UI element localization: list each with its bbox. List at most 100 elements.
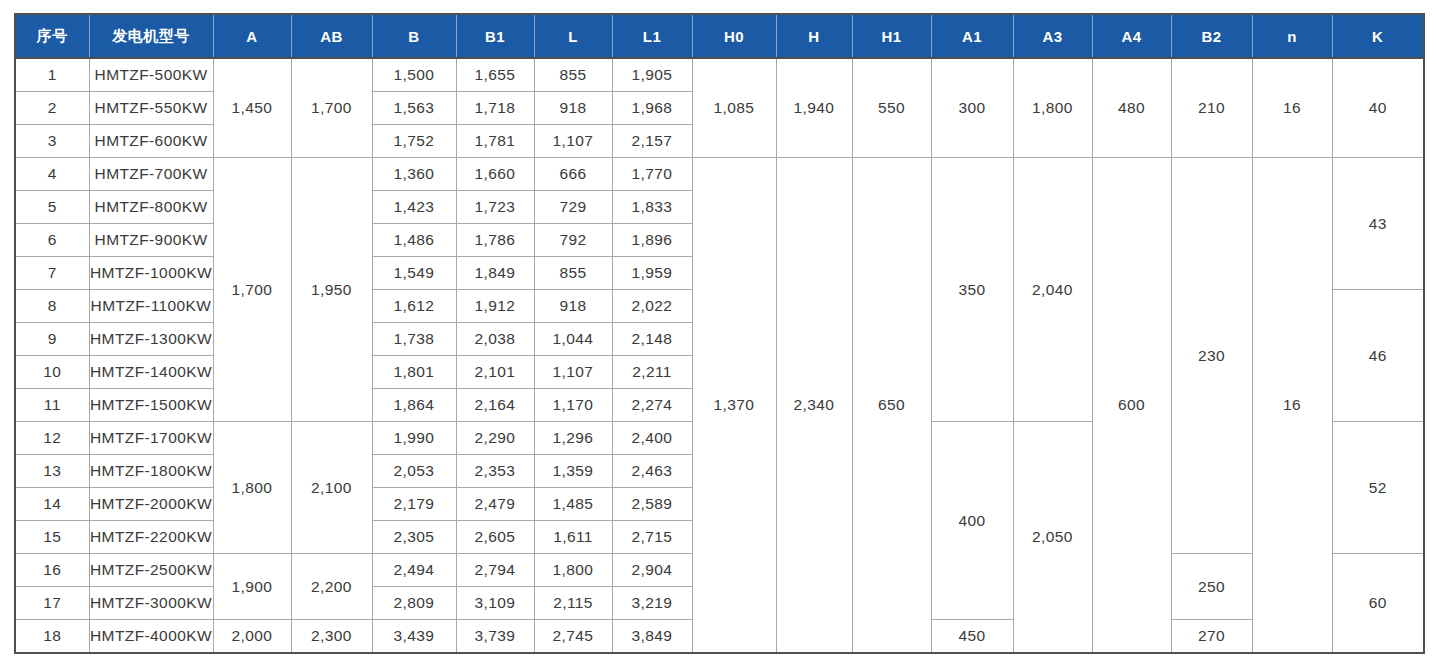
cell-L1: 2,148 [612, 323, 692, 356]
cell-index: 9 [15, 323, 89, 356]
cell-A4: 600 [1092, 158, 1171, 654]
cell-B1: 1,660 [456, 158, 534, 191]
cell-A3: 1,800 [1013, 58, 1092, 158]
cell-L: 666 [534, 158, 612, 191]
cell-B: 2,053 [372, 455, 456, 488]
table-row: 1HMTZF-500KW1,4501,7001,5001,6558551,905… [15, 58, 1424, 92]
cell-index: 1 [15, 58, 89, 92]
cell-model: HMTZF-550KW [89, 92, 213, 125]
cell-B: 1,500 [372, 58, 456, 92]
cell-n: 16 [1252, 58, 1332, 158]
cell-B1: 1,912 [456, 290, 534, 323]
cell-index: 13 [15, 455, 89, 488]
cell-L1: 2,904 [612, 554, 692, 587]
cell-L1: 1,833 [612, 191, 692, 224]
cell-K: 52 [1332, 422, 1424, 554]
cell-B: 2,305 [372, 521, 456, 554]
cell-model: HMTZF-1300KW [89, 323, 213, 356]
cell-A3: 2,050 [1013, 422, 1092, 654]
cell-L: 855 [534, 58, 612, 92]
column-header-A3: A3 [1013, 14, 1092, 58]
cell-B1: 1,786 [456, 224, 534, 257]
cell-index: 16 [15, 554, 89, 587]
cell-model: HMTZF-1700KW [89, 422, 213, 455]
cell-L: 1,107 [534, 125, 612, 158]
column-header-L1: L1 [612, 14, 692, 58]
cell-index: 12 [15, 422, 89, 455]
cell-B: 3,439 [372, 620, 456, 654]
cell-index: 3 [15, 125, 89, 158]
column-header-model: 发电机型号 [89, 14, 213, 58]
cell-L1: 2,022 [612, 290, 692, 323]
cell-L: 1,800 [534, 554, 612, 587]
cell-L1: 2,400 [612, 422, 692, 455]
cell-B: 1,563 [372, 92, 456, 125]
cell-L: 1,485 [534, 488, 612, 521]
generator-spec-table: 序号发电机型号AABBB1LL1H0HH1A1A3A4B2nK 1HMTZF-5… [14, 13, 1425, 654]
cell-L: 1,107 [534, 356, 612, 389]
column-header-H: H [776, 14, 852, 58]
column-header-AB: AB [291, 14, 372, 58]
cell-A1: 400 [931, 422, 1013, 620]
cell-A: 1,700 [213, 158, 291, 422]
table-row: 4HMTZF-700KW1,7001,9501,3601,6606661,770… [15, 158, 1424, 191]
cell-K: 43 [1332, 158, 1424, 290]
cell-index: 5 [15, 191, 89, 224]
column-header-index: 序号 [15, 14, 89, 58]
cell-L1: 2,157 [612, 125, 692, 158]
cell-H: 2,340 [776, 158, 852, 654]
cell-A4: 480 [1092, 58, 1171, 158]
cell-model: HMTZF-3000KW [89, 587, 213, 620]
cell-index: 4 [15, 158, 89, 191]
cell-model: HMTZF-1100KW [89, 290, 213, 323]
cell-AB: 1,950 [291, 158, 372, 422]
cell-K: 40 [1332, 58, 1424, 158]
cell-A1: 300 [931, 58, 1013, 158]
cell-model: HMTZF-1500KW [89, 389, 213, 422]
cell-index: 10 [15, 356, 89, 389]
cell-A: 1,800 [213, 422, 291, 554]
cell-AB: 2,200 [291, 554, 372, 620]
cell-L: 1,044 [534, 323, 612, 356]
cell-A: 1,900 [213, 554, 291, 620]
cell-L: 1,611 [534, 521, 612, 554]
cell-K: 46 [1332, 290, 1424, 422]
cell-L: 1,170 [534, 389, 612, 422]
cell-index: 14 [15, 488, 89, 521]
cell-B: 1,423 [372, 191, 456, 224]
cell-index: 17 [15, 587, 89, 620]
cell-L1: 2,463 [612, 455, 692, 488]
cell-L1: 3,849 [612, 620, 692, 654]
cell-B: 1,360 [372, 158, 456, 191]
table-body: 1HMTZF-500KW1,4501,7001,5001,6558551,905… [15, 58, 1424, 653]
cell-model: HMTZF-1000KW [89, 257, 213, 290]
column-header-A4: A4 [1092, 14, 1171, 58]
cell-B2: 250 [1171, 554, 1252, 620]
column-header-B2: B2 [1171, 14, 1252, 58]
table-header-row: 序号发电机型号AABBB1LL1H0HH1A1A3A4B2nK [15, 14, 1424, 58]
cell-B: 1,549 [372, 257, 456, 290]
cell-B1: 2,101 [456, 356, 534, 389]
cell-AB: 1,700 [291, 58, 372, 158]
cell-model: HMTZF-1800KW [89, 455, 213, 488]
cell-B: 1,486 [372, 224, 456, 257]
page: 序号发电机型号AABBB1LL1H0HH1A1A3A4B2nK 1HMTZF-5… [0, 0, 1437, 657]
cell-model: HMTZF-4000KW [89, 620, 213, 654]
cell-n: 16 [1252, 158, 1332, 654]
cell-A3: 2,040 [1013, 158, 1092, 422]
cell-B2: 210 [1171, 58, 1252, 158]
cell-A1: 350 [931, 158, 1013, 422]
cell-model: HMTZF-1400KW [89, 356, 213, 389]
cell-B: 2,179 [372, 488, 456, 521]
cell-A: 2,000 [213, 620, 291, 654]
cell-L1: 3,219 [612, 587, 692, 620]
cell-L: 918 [534, 290, 612, 323]
column-header-n: n [1252, 14, 1332, 58]
cell-L1: 2,274 [612, 389, 692, 422]
cell-B: 1,612 [372, 290, 456, 323]
cell-H0: 1,085 [692, 58, 776, 158]
table-row: 序号发电机型号AABBB1LL1H0HH1A1A3A4B2nK [15, 14, 1424, 58]
cell-B: 1,738 [372, 323, 456, 356]
cell-model: HMTZF-900KW [89, 224, 213, 257]
cell-L: 855 [534, 257, 612, 290]
